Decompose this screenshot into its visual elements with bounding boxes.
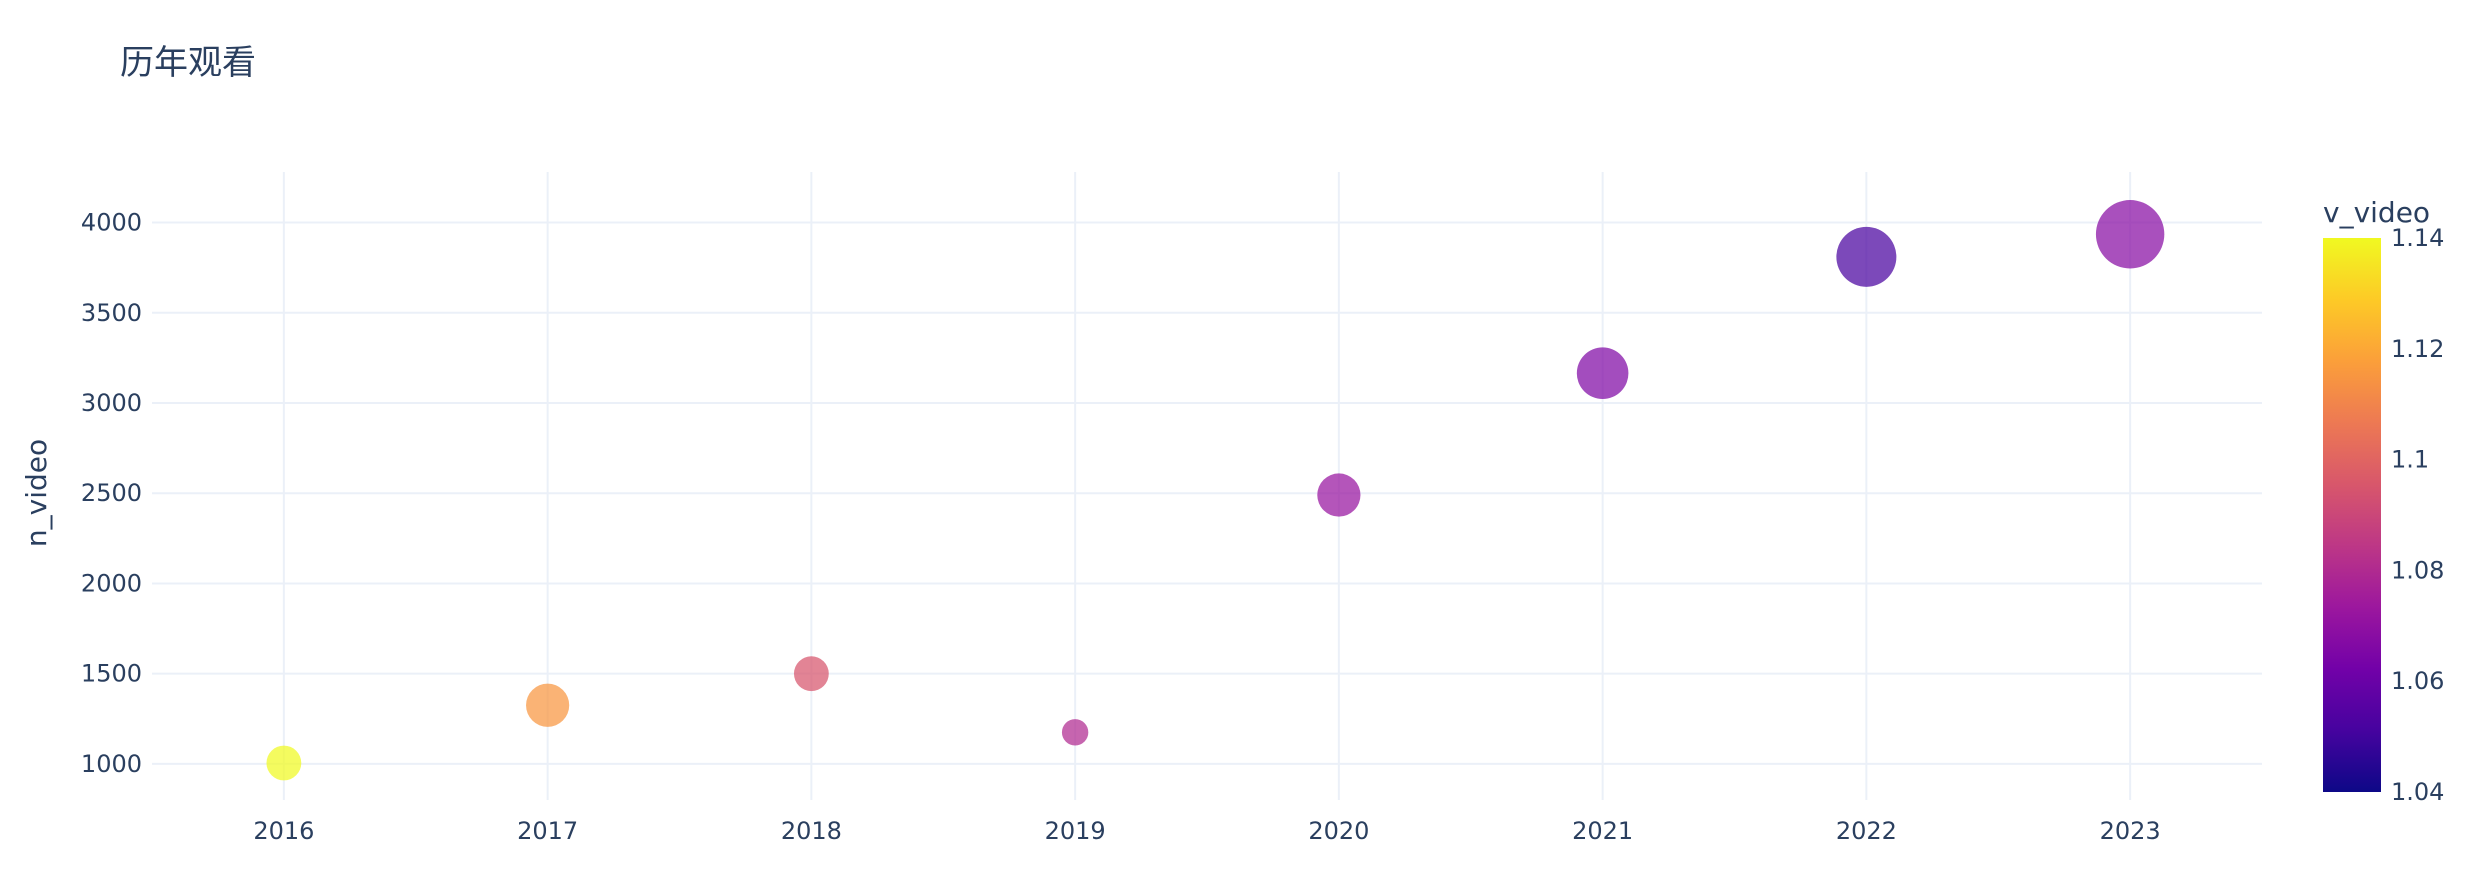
x-tick-label: 2021 (1572, 817, 1633, 845)
data-points (266, 200, 2165, 781)
x-tick-label: 2019 (1045, 817, 1106, 845)
y-tick-label: 2500 (81, 479, 142, 507)
colorbar-tick-label: 1.04 (2391, 778, 2444, 806)
colorbar-tick-label: 1.06 (2391, 667, 2444, 695)
x-tick-label: 2023 (2100, 817, 2161, 845)
x-tick-label: 2020 (1308, 817, 1369, 845)
y-tick-label: 1000 (81, 750, 142, 778)
y-tick-label: 4000 (81, 209, 142, 237)
x-tick-label: 2017 (517, 817, 578, 845)
colorbar-tick-label: 1.08 (2391, 556, 2444, 584)
grid (152, 172, 2262, 800)
x-axis: 2016 2017 2018 2019 2020 2021 2022 2023 (253, 817, 2160, 845)
x-tick-label: 2018 (781, 817, 842, 845)
y-tick-label: 1500 (81, 660, 142, 688)
y-axis-title: n_video (20, 439, 53, 547)
colorbar-ticks: 1.04 1.06 1.08 1.1 1.12 1.14 (2391, 224, 2444, 806)
colorbar: v_video 1.04 1.06 1.08 1.1 1.12 1.14 (2323, 196, 2444, 806)
y-axis: 1000 1500 2000 2500 3000 3500 4000 (81, 209, 142, 778)
y-tick-label: 3000 (81, 389, 142, 417)
data-point[interactable] (1576, 347, 1629, 400)
y-tick-label: 2000 (81, 569, 142, 597)
colorbar-tick-label: 1.14 (2391, 224, 2444, 252)
data-point[interactable] (793, 656, 829, 692)
colorbar-title: v_video (2323, 196, 2430, 229)
data-point[interactable] (2095, 200, 2165, 269)
colorbar-gradient (2323, 238, 2381, 792)
data-point[interactable] (266, 745, 302, 781)
colorbar-tick-label: 1.1 (2391, 446, 2429, 474)
data-point[interactable] (1317, 473, 1361, 517)
chart-title: 历年观看 (120, 43, 256, 83)
data-point[interactable] (526, 683, 570, 727)
data-point[interactable] (1061, 719, 1089, 746)
data-point[interactable] (1836, 226, 1897, 287)
x-tick-label: 2022 (1836, 817, 1897, 845)
x-tick-label: 2016 (253, 817, 314, 845)
colorbar-tick-label: 1.12 (2391, 335, 2444, 363)
y-tick-label: 3500 (81, 299, 142, 327)
